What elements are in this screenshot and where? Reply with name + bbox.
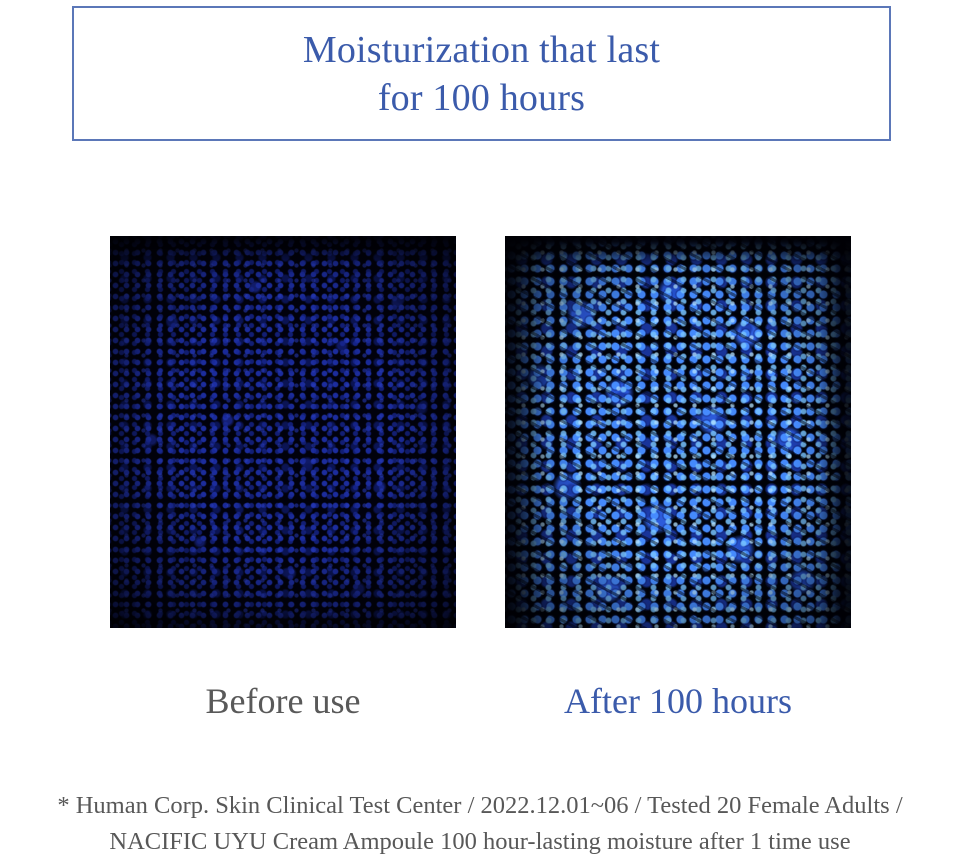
before-vignette — [110, 236, 456, 628]
after-label: After 100 hours — [564, 681, 792, 721]
before-image-panel — [110, 236, 456, 628]
footnote-line-2: NACIFIC UYU Cream Ampoule 100 hour-lasti… — [109, 828, 851, 855]
title-line-1: Moisturization that last — [302, 28, 661, 71]
footnote: * Human Corp. Skin Clinical Test Center … — [0, 788, 960, 860]
after-image-panel — [505, 236, 851, 628]
after-vignette — [505, 236, 851, 628]
title-line-2: for 100 hours — [377, 76, 586, 119]
before-label: Before use — [205, 681, 361, 721]
title-box: Moisturization that last for 100 hours — [72, 6, 891, 141]
footnote-line-1: * Human Corp. Skin Clinical Test Center … — [57, 792, 903, 819]
